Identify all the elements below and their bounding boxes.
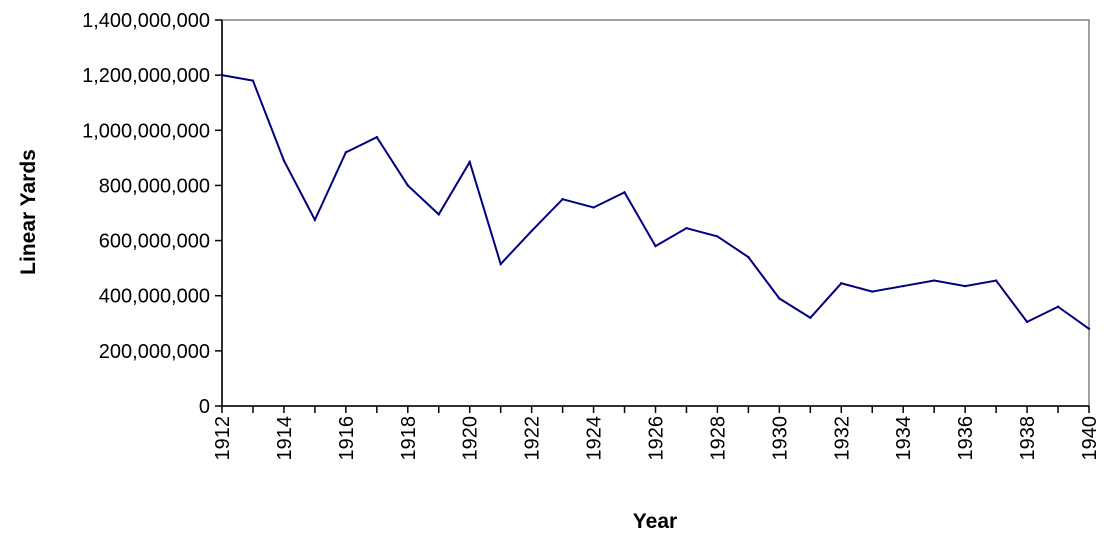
data-point [932, 279, 936, 282]
data-point [778, 297, 781, 300]
plot-frame [221, 19, 1090, 407]
x-tick-label: 1912 [212, 416, 234, 461]
x-tick-label: 1918 [398, 416, 420, 461]
x-tick-label: 1922 [522, 416, 544, 461]
y-tick-label: 400,000,000 [99, 286, 210, 308]
series-line [221, 74, 1090, 330]
y-tick-label: 1,200,000,000 [82, 65, 210, 87]
x-axis-title: Year [633, 510, 677, 533]
data-point [592, 206, 595, 209]
data-point [437, 213, 440, 216]
x-tick-label: 1930 [769, 416, 791, 461]
x-tick-label: 1920 [460, 416, 482, 461]
y-tick-label: 200,000,000 [99, 341, 210, 363]
x-tick-label: 1936 [955, 416, 977, 461]
x-tick-label: 1926 [646, 416, 668, 461]
data-point [375, 135, 379, 139]
y-tick-label: 1,400,000,000 [82, 10, 210, 32]
x-tick-label: 1934 [893, 416, 915, 461]
data-point [251, 79, 255, 82]
series-group [220, 73, 1091, 330]
x-tick-label: 1928 [707, 416, 729, 461]
x-tick-label: 1938 [1017, 416, 1039, 461]
data-point [282, 159, 286, 162]
x-tick-label: 1932 [831, 416, 853, 461]
data-point [530, 229, 533, 233]
data-point [468, 160, 471, 164]
plot-border [221, 19, 1090, 407]
data-point [1025, 320, 1029, 324]
y-tick-label: 800,000,000 [99, 175, 210, 197]
data-point [747, 255, 750, 259]
y-axis-title: Linear Yards [17, 149, 40, 275]
data-point [871, 290, 874, 293]
data-point [344, 151, 348, 154]
x-tick-label: 1924 [584, 416, 606, 461]
y-tick-label: 0 [199, 396, 210, 418]
data-point [902, 284, 905, 288]
data-point [1056, 305, 1060, 308]
x-axis: 1912 1914 1916 1918 1920 1922 1924 1926 1928 1930… [212, 405, 1101, 461]
data-point [654, 244, 657, 248]
data-point [499, 262, 502, 266]
data-point [220, 73, 224, 77]
data-point [809, 316, 812, 319]
x-tick-label: 1914 [274, 416, 296, 461]
data-point [561, 198, 564, 201]
data-point [963, 284, 967, 288]
data-point [685, 226, 688, 230]
y-tick-label: 1,000,000,000 [82, 120, 210, 142]
x-tick-label: 1940 [1079, 416, 1101, 461]
data-point [840, 282, 843, 285]
data-point [716, 235, 719, 238]
y-tick-label: 600,000,000 [99, 231, 210, 253]
x-tick-label: 1916 [336, 416, 358, 461]
data-point [994, 279, 998, 282]
y-axis: 0 200,000,000 400,000,000 600,000,000 800,00… [82, 10, 223, 418]
data-point [313, 218, 317, 222]
data-point [623, 191, 626, 194]
data-point [1087, 327, 1091, 330]
data-point [406, 184, 409, 187]
